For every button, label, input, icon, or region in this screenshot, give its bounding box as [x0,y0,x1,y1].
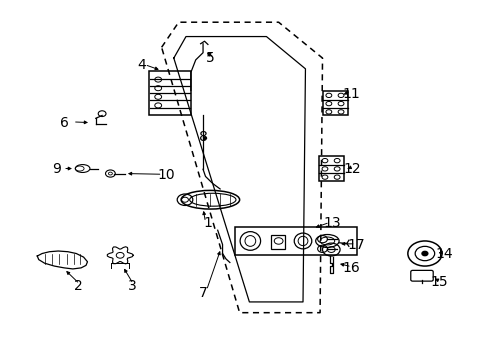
Bar [322,91,347,116]
Text: 14: 14 [435,247,452,261]
Bar [271,234,285,249]
Bar [318,156,343,181]
Text: 6: 6 [60,116,68,130]
Text: 5: 5 [205,51,214,65]
Circle shape [421,251,427,256]
Text: 3: 3 [128,279,137,293]
Text: 4: 4 [138,58,146,72]
Text: 15: 15 [430,275,447,289]
Text: 13: 13 [323,216,341,230]
Text: 2: 2 [74,279,83,293]
Text: 10: 10 [157,168,175,182]
Text: 7: 7 [198,286,207,300]
Text: 17: 17 [347,238,365,252]
Bar [149,71,190,116]
Bar [234,226,356,255]
Text: 1: 1 [203,216,212,230]
Text: 11: 11 [342,87,360,101]
Text: 16: 16 [342,261,360,275]
Text: 8: 8 [198,130,207,144]
Text: 12: 12 [342,162,360,176]
Text: 9: 9 [52,162,61,176]
